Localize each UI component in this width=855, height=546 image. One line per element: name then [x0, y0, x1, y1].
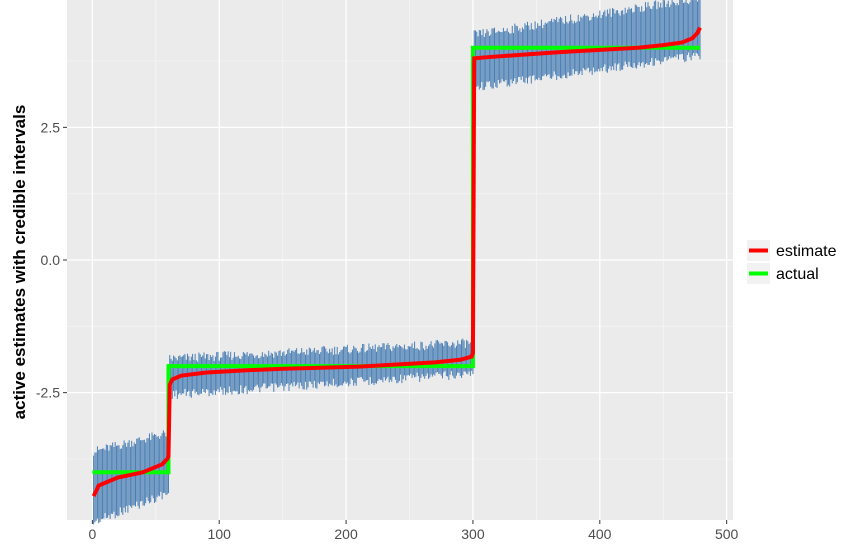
x-tick-label: 500	[715, 526, 739, 542]
x-tick-label: 400	[588, 526, 612, 542]
y-tick-label: 0.0	[41, 252, 61, 268]
x-tick-label: 300	[461, 526, 485, 542]
legend-label-estimate: estimate	[776, 243, 837, 260]
credible-interval-bars	[93, 0, 701, 525]
estimate-line	[91, 26, 702, 497]
y-tick-label: -2.5	[36, 385, 60, 401]
legend-label-actual: actual	[776, 266, 819, 283]
x-axis: 0 100 200 300 400 500	[88, 520, 739, 542]
y-tick-label: 2.5	[41, 119, 61, 135]
major-gridlines	[67, 0, 733, 520]
x-tick-label: 100	[208, 526, 232, 542]
y-axis: -2.5 0.0 2.5	[36, 119, 67, 401]
x-tick-label: 0	[88, 526, 96, 542]
x-tick-label: 200	[334, 526, 358, 542]
legend: estimate actual	[747, 240, 837, 284]
y-axis-title: active estimates with credible intervals	[10, 105, 29, 420]
